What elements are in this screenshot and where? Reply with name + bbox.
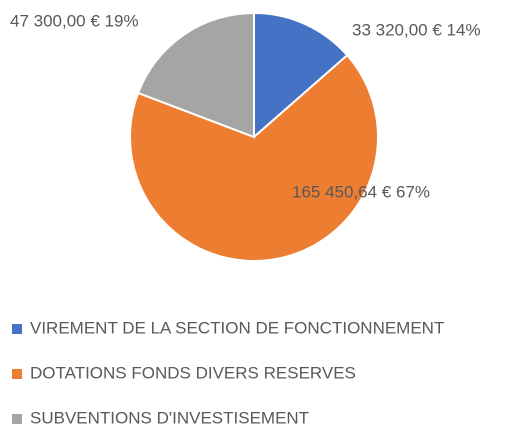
pie-slice bbox=[129, 53, 379, 262]
legend-swatch bbox=[12, 414, 22, 424]
data-label: 47 300,00 € 19% bbox=[10, 11, 139, 30]
legend-label: DOTATIONS FONDS DIVERS RESERVES bbox=[30, 363, 356, 382]
legend-label: VIREMENT DE LA SECTION DE FONCTIONNEMENT bbox=[30, 318, 444, 337]
pie-slice bbox=[253, 11, 349, 140]
legend-label: SUBVENTIONS D'INVESTISEMENT bbox=[30, 408, 309, 425]
legend-swatch bbox=[12, 324, 22, 334]
legend-swatch bbox=[12, 369, 22, 379]
data-label: 165 450,64 € 67% bbox=[292, 182, 430, 201]
data-label: 33 320,00 € 14% bbox=[352, 20, 481, 39]
pie-slice bbox=[136, 11, 255, 139]
